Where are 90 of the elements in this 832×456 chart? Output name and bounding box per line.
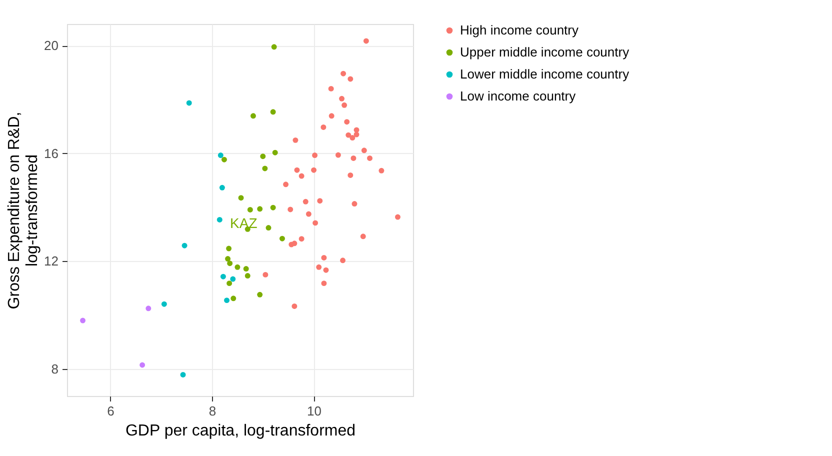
point: [180, 372, 186, 378]
point: [80, 318, 86, 324]
point: [226, 246, 232, 252]
point: [302, 198, 308, 204]
point: [292, 137, 298, 143]
point: [360, 234, 366, 240]
point: [140, 362, 146, 368]
point: [270, 109, 276, 115]
point: [394, 214, 400, 220]
point: [226, 280, 232, 286]
point: [262, 272, 268, 278]
point: [238, 195, 244, 201]
point: [298, 173, 304, 179]
point: [260, 154, 266, 160]
point: [367, 156, 372, 161]
point: [344, 119, 350, 125]
point: [227, 260, 233, 266]
point: [270, 204, 276, 210]
point: [340, 258, 346, 264]
point: [294, 167, 300, 173]
x-axis-title: GDP per capita, log-transformed: [125, 422, 356, 440]
point: [321, 280, 327, 286]
point: [311, 167, 317, 173]
point: [323, 267, 329, 273]
point: [243, 266, 249, 272]
point: [216, 216, 222, 222]
point: [262, 166, 268, 172]
point: [321, 254, 327, 260]
point: [306, 211, 312, 217]
point: [298, 236, 304, 242]
point: [279, 236, 285, 242]
point: [257, 206, 263, 212]
point: [221, 156, 227, 162]
point: [250, 113, 256, 119]
point: [292, 240, 298, 246]
point: [378, 168, 384, 174]
point: [146, 306, 152, 312]
legend-label: High income country: [460, 22, 579, 38]
point: [317, 198, 323, 204]
point: [271, 44, 277, 50]
point: [220, 274, 226, 280]
point: [230, 276, 236, 282]
point: [218, 152, 224, 158]
point: [352, 201, 358, 207]
y-tick-label: 8: [51, 362, 58, 377]
point: [335, 152, 341, 158]
point: [354, 132, 360, 138]
point: [257, 292, 263, 298]
point: [182, 242, 188, 248]
point: [350, 156, 356, 161]
legend-label: Upper middle income country: [460, 44, 630, 60]
point: [292, 304, 298, 309]
point: [342, 102, 348, 108]
point: [224, 298, 230, 304]
point: [230, 296, 236, 302]
point: [363, 38, 369, 44]
point: [346, 132, 352, 138]
annotation: KAZ: [230, 215, 258, 232]
point: [340, 70, 346, 76]
point: [328, 113, 334, 119]
point: [320, 124, 326, 130]
point: [348, 172, 354, 178]
y-tick-label: 16: [44, 146, 58, 161]
point: [266, 225, 272, 231]
point: [328, 86, 334, 92]
point: [312, 152, 318, 158]
point: [225, 256, 231, 262]
point: [219, 184, 225, 190]
y-axis-title: Gross Expenditure on R&D, log-transformed: [6, 112, 42, 310]
point: [247, 206, 253, 212]
y-tick-label: 12: [44, 254, 58, 269]
legend-label: Lower middle income country: [460, 66, 630, 82]
point: [361, 148, 367, 154]
point: [350, 135, 356, 140]
legend-label: Low income country: [460, 88, 576, 104]
point: [234, 264, 240, 270]
point: [244, 273, 250, 279]
x-tick-label: 6: [107, 404, 114, 418]
y-tick-label: 20: [44, 38, 58, 54]
point: [348, 76, 354, 82]
point: [186, 100, 192, 106]
point: [339, 96, 345, 102]
point: [272, 150, 278, 156]
point: [283, 182, 289, 188]
point: [288, 206, 294, 212]
point: [316, 264, 322, 270]
point: [161, 301, 167, 307]
point: [312, 220, 318, 226]
x-tick-label: 8: [208, 404, 216, 418]
x-tick-label: 10: [307, 404, 322, 418]
